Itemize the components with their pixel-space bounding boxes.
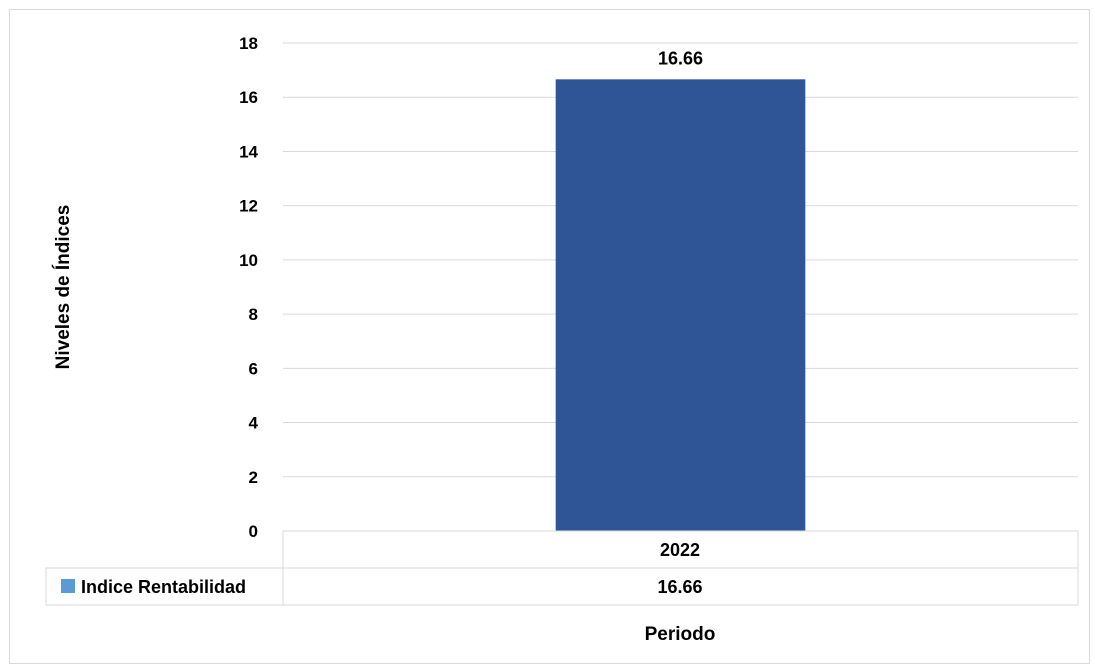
legend-label-indice-rentabilidad: Indice Rentabilidad (81, 577, 246, 597)
y-axis-title: Niveles de Índices (52, 205, 74, 370)
y-tick-label: 8 (249, 305, 258, 324)
bars: 16.66 (555, 48, 806, 531)
data-table: Indice Rentabilidad 2022 16.66 (45, 530, 1079, 606)
category-label-2022: 2022 (660, 540, 700, 560)
y-tick-label: 12 (239, 197, 258, 216)
legend-key-swatch (61, 579, 75, 593)
bar-2022 (555, 79, 806, 531)
y-tick-label: 10 (239, 251, 258, 270)
y-tick-label: 2 (249, 468, 258, 487)
y-tick-label: 6 (249, 359, 258, 378)
y-tick-labels: 0 2 4 6 8 10 12 14 16 18 (239, 34, 258, 541)
data-label-2022: 16.66 (658, 48, 703, 68)
x-axis-title: Periodo (645, 624, 716, 645)
y-tick-label: 16 (239, 88, 258, 107)
gridlines (283, 42, 1078, 478)
chart-frame (9, 9, 1090, 664)
data-table-header-cell (45, 567, 284, 606)
y-tick-label: 0 (249, 522, 258, 541)
y-tick-label: 4 (249, 414, 259, 433)
y-tick-label: 18 (239, 34, 258, 53)
y-tick-label: 14 (239, 142, 258, 161)
data-table-value-2022: 16.66 (657, 577, 702, 597)
